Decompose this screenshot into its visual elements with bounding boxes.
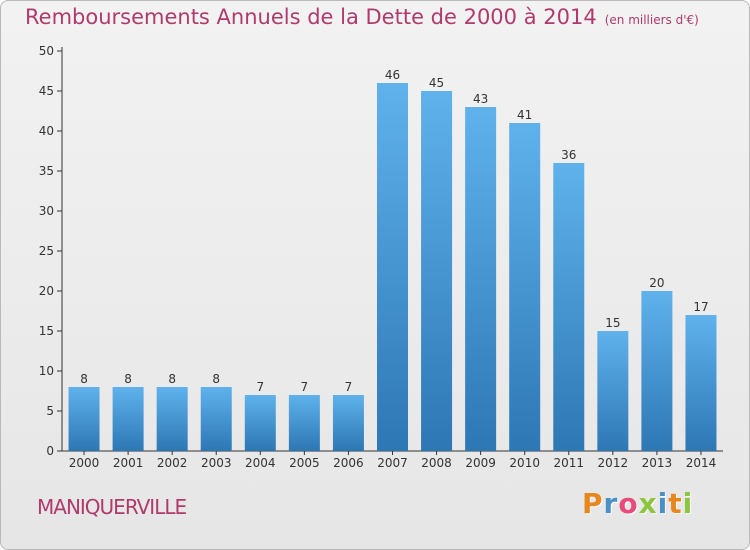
bar [421, 91, 453, 451]
bar-value-label: 36 [561, 148, 576, 162]
y-tick-label: 35 [39, 164, 54, 178]
y-tick-label: 15 [39, 324, 54, 338]
x-tick-label: 2009 [465, 456, 496, 470]
bar-value-label: 8 [168, 372, 176, 386]
bar-value-label: 43 [473, 92, 488, 106]
y-tick-label: 40 [39, 124, 54, 138]
bar-value-label: 20 [649, 276, 664, 290]
y-tick-label: 25 [39, 244, 54, 258]
bar-value-label: 41 [517, 108, 532, 122]
bars: 8 8 8 8 7 7 7 46 45 43 41 36 15 20 17 [68, 68, 717, 451]
x-tick-label: 2008 [421, 456, 452, 470]
title-text: Remboursements Annuels de la Dette de 20… [25, 5, 597, 29]
chart-subtitle: (en milliers d'€) [604, 13, 699, 27]
x-tick-label: 2000 [69, 456, 100, 470]
bar-value-label: 7 [256, 380, 264, 394]
bar-value-label: 46 [385, 68, 400, 82]
x-tick-label: 2014 [686, 456, 717, 470]
bar [244, 395, 276, 451]
bar-value-label: 7 [301, 380, 309, 394]
y-tick-label: 20 [39, 284, 54, 298]
bar [641, 291, 673, 451]
y-tick-label: 45 [39, 84, 54, 98]
bar [68, 387, 100, 451]
bar [553, 163, 585, 451]
bar-value-label: 8 [124, 372, 132, 386]
x-tick-label: 2011 [553, 456, 584, 470]
bar-value-label: 15 [605, 316, 620, 330]
axes: 0 5 10 15 20 25 30 35 40 45 50 2000 2001 2002 2003 2004… [39, 44, 723, 470]
bar [377, 83, 408, 451]
commune-name: MANIQUERVILLE [37, 495, 187, 519]
x-tick-label: 2005 [289, 456, 320, 470]
logo-letter: t [668, 487, 683, 520]
x-tick-label: 2002 [157, 456, 188, 470]
bar [509, 123, 541, 451]
bar [156, 387, 188, 451]
y-tick-label: 10 [39, 364, 54, 378]
logo-letter: i [682, 487, 694, 520]
bar-value-label: 7 [345, 380, 353, 394]
logo-letter: x [638, 487, 658, 520]
logo-letter: o [618, 487, 639, 520]
bar [332, 395, 364, 451]
y-tick-label: 5 [46, 404, 54, 418]
bar-value-label: 8 [212, 372, 220, 386]
bar [200, 387, 232, 451]
x-tick-label: 2004 [245, 456, 276, 470]
bar-value-label: 17 [693, 300, 708, 314]
x-tick-label: 2013 [642, 456, 673, 470]
y-tick-label: 30 [39, 204, 54, 218]
x-tick-label: 2003 [201, 456, 232, 470]
y-tick-label: 0 [46, 444, 54, 458]
bar [465, 107, 497, 451]
bar-value-label: 8 [80, 372, 88, 386]
bar-value-label: 45 [429, 76, 444, 90]
y-tick-label: 50 [39, 44, 54, 58]
x-tick-label: 2006 [333, 456, 364, 470]
logo-letter: P [582, 487, 604, 520]
proxiti-logo: Proxiti [582, 487, 693, 520]
x-tick-label: 2001 [113, 456, 144, 470]
bar [288, 395, 320, 451]
bar [685, 315, 717, 451]
x-tick-label: 2012 [598, 456, 629, 470]
logo-letter: r [603, 487, 619, 520]
chart-title: Remboursements Annuels de la Dette de 20… [25, 5, 699, 29]
logo-letter: i [657, 487, 669, 520]
x-tick-label: 2007 [377, 456, 408, 470]
bar [597, 331, 629, 451]
bar [112, 387, 144, 451]
x-tick-label: 2010 [509, 456, 540, 470]
